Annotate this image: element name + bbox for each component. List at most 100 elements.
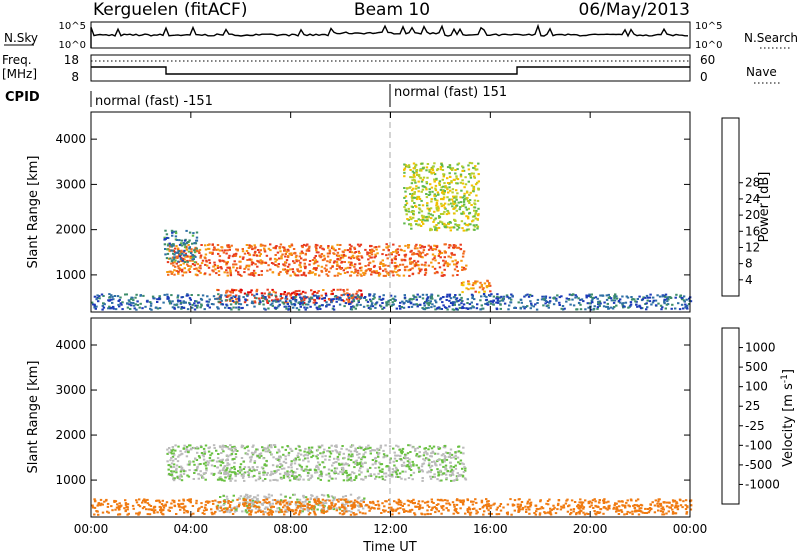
power-cell (460, 259, 463, 262)
velocity-cell (304, 447, 307, 450)
velocity-cell (353, 513, 356, 516)
power-cell (484, 302, 487, 305)
power-cell (354, 251, 357, 253)
power-cell (446, 226, 449, 229)
power-cell (404, 164, 407, 167)
velocity-cell (312, 505, 315, 508)
velocity-cell (663, 501, 666, 504)
power-cell (454, 223, 457, 226)
power-cell (129, 308, 132, 310)
power-cell (102, 306, 106, 309)
velocity-cell (654, 499, 657, 502)
velocity-cell (662, 508, 665, 511)
velocity-cell (224, 476, 227, 479)
power-cell (258, 254, 261, 257)
power-cell (207, 300, 210, 303)
velocity-cell (424, 501, 427, 504)
power-cell (158, 297, 161, 299)
power-cell (343, 261, 346, 263)
velocity-cell (225, 495, 229, 498)
power-cell (465, 215, 468, 218)
velocity-cell (268, 503, 272, 505)
power-cell (370, 253, 374, 256)
power-cell (457, 224, 461, 227)
velocity-cell (651, 501, 654, 504)
power-cell (413, 179, 417, 182)
velocity-cell (273, 470, 276, 473)
velocity-cell (464, 467, 467, 470)
power-cell (306, 306, 309, 309)
velocity-cell (577, 504, 580, 506)
power-cell (489, 294, 492, 297)
velocity-cell (290, 449, 293, 452)
power-cell (180, 244, 184, 247)
velocity-cell (674, 512, 678, 515)
power-cell (353, 271, 356, 274)
power-cell (336, 264, 339, 267)
velocity-cell (380, 463, 384, 466)
velocity-cell (320, 511, 323, 514)
velocity-cell (187, 449, 190, 452)
power-cell (205, 300, 208, 303)
power-cell (176, 296, 179, 299)
power-cell (425, 166, 429, 169)
velocity-cell (518, 498, 521, 501)
power-cell (617, 300, 621, 302)
velocity-cell (172, 470, 176, 473)
power-cell (409, 169, 412, 171)
velocity-cell (389, 457, 392, 460)
power-cell (415, 223, 418, 226)
velocity-cell (233, 457, 236, 460)
power-cell (651, 301, 655, 304)
power-cell (442, 173, 445, 176)
power-cell (476, 225, 480, 228)
velocity-cell (594, 504, 597, 507)
power-cell (328, 270, 331, 273)
velocity-cell (262, 499, 265, 501)
power-cell (191, 242, 194, 245)
velocity-cell (171, 449, 174, 452)
velocity-cell (298, 445, 301, 448)
power-cell (254, 250, 257, 253)
power-cell (420, 162, 424, 165)
velocity-cell (166, 452, 169, 455)
power-cell (282, 263, 285, 266)
velocity-cell (228, 477, 231, 480)
power-cell (184, 255, 187, 258)
power-cell (440, 271, 444, 274)
power-cell (458, 306, 462, 309)
velocity-cell (458, 462, 462, 465)
power-cell (414, 204, 417, 207)
power-cell (294, 300, 298, 303)
power-cell (476, 280, 479, 283)
velocity-cell (661, 510, 665, 513)
power-cell (107, 299, 110, 302)
power-cell (286, 292, 289, 295)
power-cell (211, 252, 214, 255)
power-cell (390, 259, 394, 262)
velocity-cell (679, 504, 683, 507)
power-cell (325, 301, 328, 304)
power-cell (369, 256, 372, 259)
velocity-cell (279, 472, 282, 475)
power-cell (437, 254, 440, 257)
velocity-cell (319, 470, 322, 473)
velocity-cell (204, 444, 208, 447)
power-cell (286, 248, 290, 251)
velocity-cell (381, 478, 385, 481)
velocity-cell (397, 503, 400, 506)
power-cell (349, 257, 353, 260)
power-cell (146, 300, 149, 303)
velocity-cell (201, 512, 204, 515)
velocity-cell (106, 505, 110, 508)
velocity-cell (330, 502, 333, 505)
power-cell (473, 228, 476, 231)
power-cell (440, 252, 444, 254)
power-cell (373, 264, 376, 267)
velocity-cell (667, 510, 670, 513)
velocity-cell (310, 451, 313, 454)
velocity-cell (179, 453, 183, 456)
velocity-cell (394, 509, 397, 512)
velocity-cell (388, 503, 391, 506)
velocity-cell (255, 501, 259, 504)
